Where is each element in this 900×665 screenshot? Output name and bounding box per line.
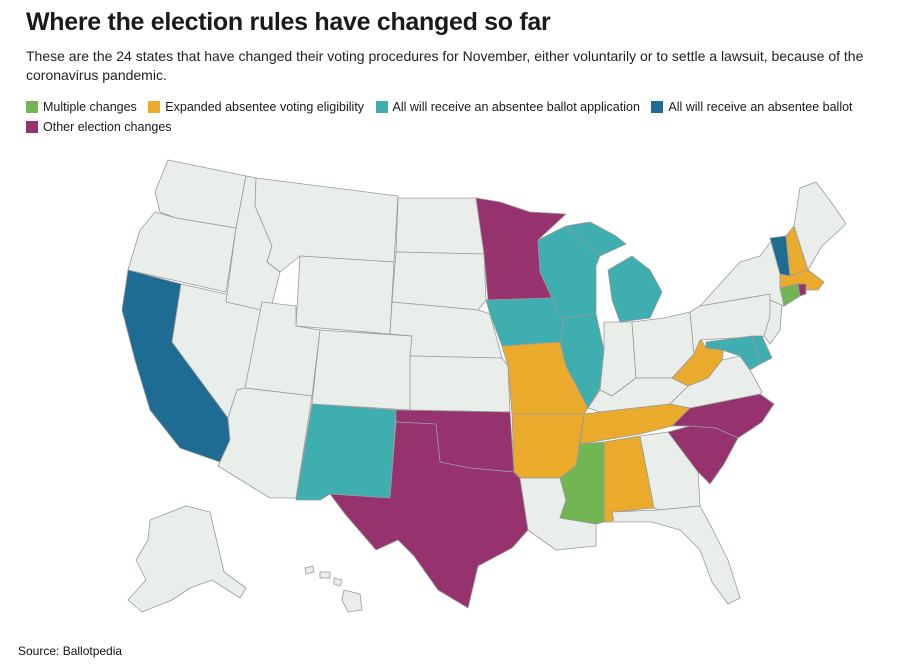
state-michigan	[565, 221, 663, 323]
state-colorado	[311, 329, 413, 411]
legend-item-application: All will receive an absentee ballot appl…	[375, 98, 640, 116]
legend-label-application: All will receive an absentee ballot appl…	[392, 100, 640, 114]
page-subtitle: These are the 24 states that have change…	[26, 48, 864, 83]
legend-label-expanded: Expanded absentee voting eligibility	[165, 100, 365, 114]
legend-swatch-multiple	[26, 101, 38, 113]
state-maine	[793, 181, 847, 271]
state-new-york	[699, 239, 785, 307]
state-alaska	[127, 505, 247, 613]
state-montana	[254, 177, 399, 273]
legend-item-multiple: Multiple changes	[26, 98, 137, 116]
state-oregon	[127, 211, 237, 293]
legend-item-expanded: Expanded absentee voting eligibility	[148, 98, 364, 116]
legend-item-other: Other election changes	[26, 118, 172, 136]
state-florida	[611, 505, 741, 605]
legend-label-ballot: All will receive an absentee ballot	[668, 100, 853, 114]
state-texas	[329, 421, 529, 609]
state-new-mexico	[295, 403, 397, 501]
state-arizona	[217, 387, 313, 499]
us-states-map	[121, 159, 847, 613]
state-kansas	[409, 355, 511, 413]
legend-label-multiple: Multiple changes	[43, 100, 137, 114]
legend-swatch-other	[26, 121, 38, 133]
legend-swatch-expanded	[148, 101, 161, 113]
legend: Multiple changes Expanded absentee votin…	[26, 98, 886, 138]
state-south-dakota	[391, 251, 487, 311]
state-wyoming	[295, 255, 395, 335]
page-title: Where the election rules have changed so…	[26, 8, 551, 36]
legend-label-other: Other election changes	[43, 120, 172, 134]
source-note: Source: Ballotpedia	[18, 644, 123, 658]
legend-swatch-application	[375, 101, 388, 113]
legend-swatch-ballot	[651, 101, 664, 113]
state-hawaii	[304, 565, 363, 613]
state-iowa	[485, 297, 565, 347]
state-north-dakota	[395, 197, 485, 255]
state-delaware	[751, 335, 773, 365]
legend-item-ballot: All will receive an absentee ballot	[651, 98, 853, 116]
